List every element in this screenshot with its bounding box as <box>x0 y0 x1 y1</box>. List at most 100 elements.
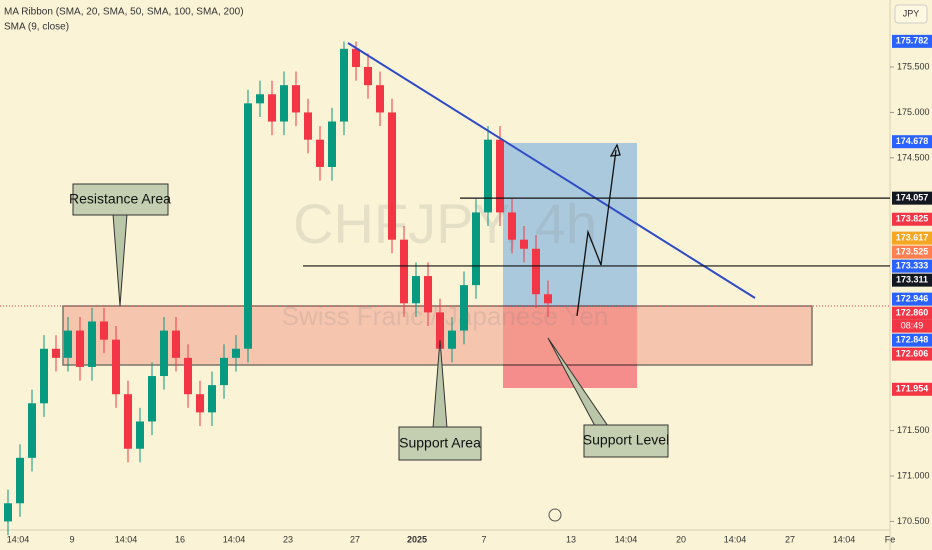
y-tick-label: 174.500 <box>897 152 930 162</box>
candle-body <box>424 276 432 313</box>
price-label-box <box>892 333 932 347</box>
price-label: 173.617 <box>896 233 929 243</box>
candle-body <box>352 48 360 67</box>
y-tick-label: 175.000 <box>897 107 930 117</box>
currency-box <box>894 4 928 24</box>
candle-body <box>16 457 24 504</box>
candle-body <box>64 330 72 358</box>
price-label: 173.825 <box>896 214 929 224</box>
candle-body <box>112 339 120 395</box>
price-label-box <box>892 191 932 205</box>
candle-body <box>208 385 216 413</box>
candle-body <box>316 139 324 167</box>
price-label: 175.782 <box>896 36 929 46</box>
candle-body <box>496 139 504 213</box>
candle-body <box>28 403 36 458</box>
candle-body <box>88 321 96 367</box>
callout-box <box>583 424 669 458</box>
candle-body <box>376 85 384 113</box>
callout-box <box>398 426 482 461</box>
price-label-box <box>892 382 932 396</box>
y-tick-label: 171.000 <box>897 470 930 480</box>
watermark-subtitle: Swiss Franc / Japanese Yen <box>282 301 609 331</box>
candle-body <box>292 85 300 113</box>
x-tick-label: 14:04 <box>833 534 856 544</box>
candle-body <box>124 394 132 449</box>
candle-body <box>436 312 444 349</box>
candles <box>4 41 552 536</box>
candle-body <box>100 321 108 340</box>
candle-body <box>232 348 240 358</box>
price-label-box <box>892 135 932 149</box>
price-label: 171.954 <box>896 384 929 394</box>
candle-body <box>508 212 516 240</box>
x-tick-label: 14:04 <box>7 534 30 544</box>
annotation: Resistance Area <box>69 191 171 207</box>
x-tick-label: 2025 <box>407 534 427 544</box>
price-label-box <box>892 212 932 226</box>
candle-body <box>40 348 48 404</box>
price-label: 172.848 <box>896 335 929 345</box>
callout-box <box>72 183 169 216</box>
drawings <box>72 42 756 522</box>
price-label-box <box>892 259 932 273</box>
price-label-box <box>892 245 932 259</box>
price-label: 172.946 <box>896 294 929 304</box>
candle-body <box>304 112 312 140</box>
x-tick-label: 27 <box>785 534 795 544</box>
price-label: 172.860 <box>896 308 929 318</box>
candle-body <box>172 330 180 358</box>
callout-pointer <box>112 213 128 307</box>
candle-body <box>160 330 168 377</box>
candle-body <box>184 357 192 395</box>
candle-body <box>484 139 492 213</box>
y-tick-label: 170.500 <box>897 516 930 526</box>
event-icon <box>548 508 562 522</box>
candle-body <box>220 357 228 386</box>
price-label: 173.311 <box>896 275 928 285</box>
countdown: 08:49 <box>901 321 924 331</box>
candle-body <box>340 48 348 122</box>
annotation: Support Area <box>399 435 481 451</box>
candle-body <box>412 276 420 304</box>
x-tick-label: 7 <box>481 534 486 544</box>
price-label: 172.606 <box>896 349 929 359</box>
candle-body <box>76 330 84 367</box>
projection-arrow <box>576 149 617 317</box>
y-tick-label: 175.500 <box>897 61 930 71</box>
candle-body <box>4 503 12 522</box>
candle-body <box>148 376 156 422</box>
x-tick-label: 14:04 <box>615 534 638 544</box>
trendline <box>347 42 756 299</box>
x-tick-label: 27 <box>350 534 360 544</box>
price-label-box <box>892 347 932 361</box>
axes: 175.500 175.000 174.500 171.500 171.000 170.5… <box>7 34 932 544</box>
price-label: 174.678 <box>896 136 929 146</box>
candle-body <box>448 330 456 349</box>
candle-body <box>532 248 540 295</box>
price-label-box <box>892 292 932 306</box>
y-tick-label: 171.500 <box>897 425 930 435</box>
x-tick-label: 14:04 <box>115 534 138 544</box>
candle-body <box>280 85 288 122</box>
price-label: 173.333 <box>896 261 929 271</box>
indicator-title: MA Ribbon (SMA, 20, SMA, 50, SMA, 100, S… <box>4 7 244 18</box>
candle-body <box>52 348 60 358</box>
watermark: CHFJPY, 4h <box>293 192 597 255</box>
currency: JPY <box>903 8 920 18</box>
candle-body <box>196 394 204 413</box>
candle-body <box>364 66 372 86</box>
x-tick-label: 13 <box>566 534 576 544</box>
x-tick-label: 20 <box>676 534 686 544</box>
candle-body <box>136 421 144 449</box>
candle-body <box>460 285 468 331</box>
price-label: 173.525 <box>896 247 929 257</box>
candle-body <box>328 121 336 167</box>
price-label-box <box>892 34 932 48</box>
x-tick-label: 14:04 <box>724 534 747 544</box>
candle-body <box>472 212 480 286</box>
candle-body <box>388 112 396 240</box>
candle-body <box>400 239 408 304</box>
